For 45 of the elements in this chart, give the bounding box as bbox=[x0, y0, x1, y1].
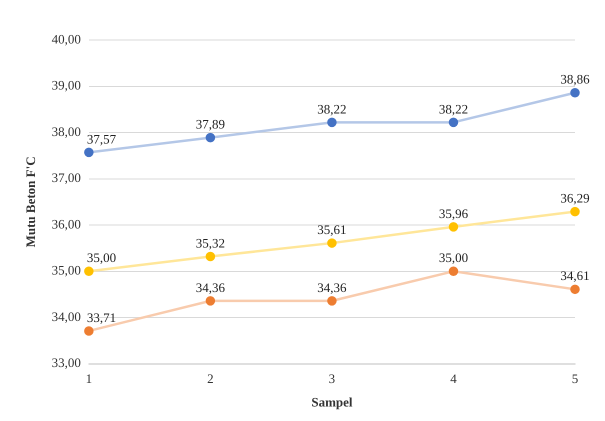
point bbox=[206, 252, 216, 262]
y-tick-label: 37,00 bbox=[52, 170, 81, 186]
data-label: 34,61 bbox=[560, 268, 590, 284]
x-tick-label: 5 bbox=[572, 371, 578, 386]
y-tick-label: 39,00 bbox=[52, 78, 81, 93]
point bbox=[448, 222, 458, 232]
y-tick-label: 38,00 bbox=[52, 124, 81, 139]
point bbox=[448, 118, 458, 128]
y-tick-label: 33,00 bbox=[52, 355, 81, 370]
data-label: 34,36 bbox=[317, 280, 348, 295]
x-tick-label: 3 bbox=[328, 371, 336, 386]
y-tick-label: 40,00 bbox=[52, 31, 81, 46]
data-label: 37,57 bbox=[86, 131, 117, 146]
data-label: 35,00 bbox=[438, 250, 468, 266]
data-label: 36,29 bbox=[560, 190, 590, 206]
point bbox=[570, 284, 580, 294]
x-tick-label: 4 bbox=[450, 371, 458, 386]
data-label: 35,32 bbox=[196, 235, 226, 250]
data-label: 33,71 bbox=[86, 310, 116, 325]
point bbox=[327, 118, 337, 128]
data-label: 38,86 bbox=[560, 72, 590, 87]
data-label: 35,96 bbox=[438, 206, 469, 221]
point bbox=[84, 326, 94, 336]
data-label: 37,89 bbox=[196, 116, 226, 132]
y-axis-title: Mutu Beton F'C bbox=[23, 156, 38, 248]
point bbox=[327, 238, 337, 248]
data-label: 35,00 bbox=[86, 250, 116, 266]
point bbox=[327, 296, 337, 306]
data-label: 35,61 bbox=[317, 222, 347, 237]
x-tick-label: 1 bbox=[86, 371, 92, 386]
y-tick-label: 35,00 bbox=[52, 262, 81, 278]
x-tick-label: 2 bbox=[207, 371, 214, 386]
data-label: 34,36 bbox=[196, 280, 226, 295]
point bbox=[84, 148, 94, 158]
point bbox=[84, 266, 94, 276]
point bbox=[448, 266, 458, 276]
point bbox=[206, 132, 216, 142]
point bbox=[206, 296, 216, 306]
y-tick-label: 34,00 bbox=[52, 308, 81, 324]
x-axis-title: Sampel bbox=[311, 394, 353, 410]
data-label: 38,22 bbox=[438, 101, 468, 116]
y-tick-label: 36,00 bbox=[52, 216, 81, 232]
data-label: 38,22 bbox=[317, 101, 347, 116]
point bbox=[570, 206, 580, 216]
point bbox=[570, 88, 580, 98]
